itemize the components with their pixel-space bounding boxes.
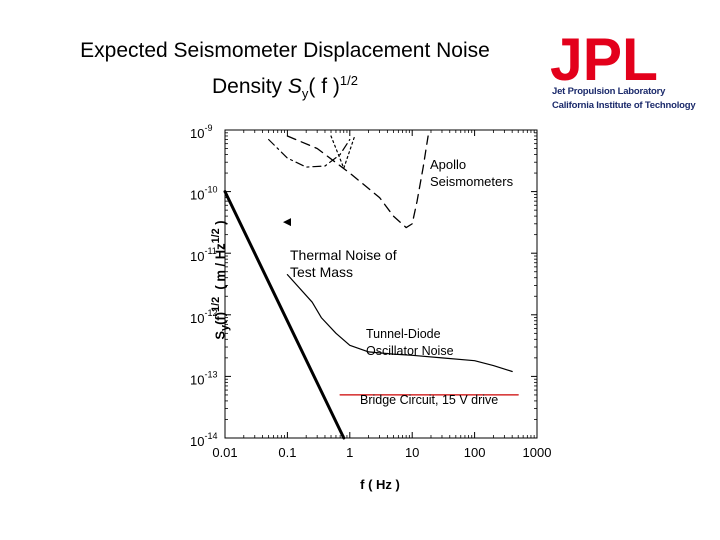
y-tick-label: 10-9 [190, 123, 212, 141]
ylabel-unit: ( m / Hz [212, 243, 228, 290]
series-line-3 [286, 135, 429, 229]
ylabel-rest: (f) [212, 311, 228, 325]
y-tick-label: 10-10 [190, 185, 217, 203]
annotation-thermal-line2: Test Mass [290, 264, 354, 280]
jpl-logo-sub1: Jet Propulsion Laboratory [552, 86, 666, 97]
jpl-logo: JPL [550, 28, 658, 93]
x-tick-label: 0.01 [212, 445, 237, 460]
title-line-2: Density Sy( f )1/2 [20, 66, 550, 109]
annotation-apollo-line1: Apollo [430, 157, 467, 172]
axis-ticks: 0.01 0.1 1 10 100 1000 10-9 10-10 10-11 10-12 10-1… [190, 123, 551, 460]
x-tick-label: 100 [464, 445, 486, 460]
annotation-tunnel-diode: Tunnel-Diode Oscillator Noise [366, 326, 454, 360]
thermal-arrow-head [282, 218, 291, 227]
title-sub: y [301, 86, 309, 102]
plot-border [224, 129, 538, 439]
annotation-tunnel-line2: Oscillator Noise [366, 344, 454, 358]
annotation-bridge: Bridge Circuit, 15 V drive [360, 392, 498, 409]
series-line-1 [286, 274, 513, 373]
annotation-tunnel-line1: Tunnel-Diode [366, 327, 441, 341]
title-line-1: Expected Seismometer Displacement Noise [80, 39, 490, 62]
title-symbol: S [287, 75, 302, 98]
annotation-thermal: Thermal Noise of Test Mass [290, 247, 397, 281]
x-tick-label: 1000 [523, 445, 552, 460]
y-tick-label: 10-12 [190, 308, 217, 326]
ylabel-main: S [212, 330, 228, 340]
x-tick-label: 0.1 [278, 445, 296, 460]
annotation-lines [282, 218, 291, 227]
title-mid: ( f ) [308, 75, 340, 98]
annotation-apollo: Apollo Seismometers [430, 156, 513, 190]
plot-frame [224, 129, 538, 439]
title-sup: 1/2 [339, 73, 358, 88]
jpl-logo-text: JPL [550, 28, 658, 93]
annotation-thermal-line1: Thermal Noise of [290, 247, 397, 263]
series-line-5 [330, 135, 356, 169]
ylabel-close: ) [212, 220, 228, 229]
slide-title: Expected Seismometer Displacement Noise … [20, 36, 550, 109]
series-line-0 [223, 190, 346, 440]
y-axis-label: Sy(f)1/2 ( m / Hz1/2 ) [210, 180, 231, 380]
y-tick-label: 10-11 [190, 246, 217, 264]
ylabel-sup2: 1/2 [210, 228, 222, 244]
y-tick-label: 10-14 [190, 431, 217, 449]
ylabel-sub: y [218, 324, 231, 331]
series-line-4 [268, 138, 351, 168]
annotation-apollo-line2: Seismometers [430, 174, 514, 189]
y-tick-label: 10-13 [190, 369, 217, 387]
x-axis-label: f ( Hz ) [360, 477, 400, 492]
x-tick-label: 10 [405, 445, 419, 460]
title-prefix: Density [212, 75, 288, 98]
x-tick-label: 1 [346, 445, 353, 460]
jpl-logo-sub2: California Institute of Technology [552, 100, 696, 111]
annotation-bridge-line1: Bridge Circuit, 15 V drive [360, 393, 499, 407]
series-layer [223, 135, 519, 440]
ylabel-sup1: 1/2 [210, 296, 222, 312]
